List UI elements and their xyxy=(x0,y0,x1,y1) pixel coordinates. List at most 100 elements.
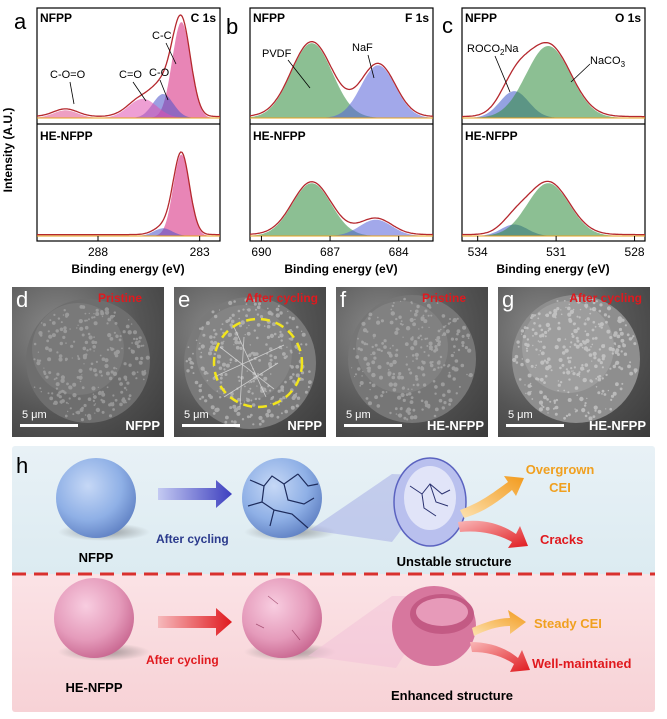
tick-label: 531 xyxy=(546,245,566,259)
sem-image-g: g After cycling 5 μm HE-NFPP xyxy=(498,287,650,437)
overgrown-cei-arrow xyxy=(460,476,524,518)
peak-label-cc: C-C xyxy=(152,30,172,42)
envelope-top xyxy=(36,14,220,118)
panel-b-bottom-label: HE-NFPP xyxy=(253,129,306,143)
sem-image-f: f Pristine 5 μm HE-NFPP xyxy=(336,287,488,437)
bottom-after-cycling-label: After cycling xyxy=(146,653,219,667)
peak-fill-top-0 xyxy=(250,43,433,118)
panel-a-ticks: 288 283 xyxy=(88,236,210,259)
panel-a-top-label: NFPP xyxy=(40,11,72,25)
sem-g-sample: HE-NFPP xyxy=(588,418,646,433)
tick-label: 534 xyxy=(468,245,488,259)
sem-image-d: d Pristine 5 μm NFPP xyxy=(12,287,164,437)
panel-c-ticks: 534 531 528 xyxy=(468,236,645,259)
panel-b-top-curves xyxy=(249,41,433,119)
peak-label-c-eq-o: C=O xyxy=(119,69,142,81)
peak-label-pvdf: PVDF xyxy=(262,48,292,60)
nfpp-sample-label: NFPP xyxy=(79,550,114,565)
sem-e-scale-text: 5 μm xyxy=(184,409,209,421)
sem-f-scale-text: 5 μm xyxy=(346,409,371,421)
peak-fill-top-1 xyxy=(462,46,645,118)
envelope-bottom xyxy=(37,151,220,236)
sem-d-sample: NFPP xyxy=(125,418,160,433)
sem-e-state: After cycling xyxy=(245,291,318,305)
well-maintained-arrow xyxy=(470,642,530,672)
he-nfpp-sphere xyxy=(54,578,134,658)
xps-figure: Intensity (A.U.) a b c NFPP HE-NFPP NFPP… xyxy=(1,7,646,276)
peak-fill-top-0 xyxy=(37,22,220,119)
panel-a-frame xyxy=(36,7,221,242)
peak-fill-bottom-0 xyxy=(250,183,433,236)
panel-c-top-curves xyxy=(462,41,645,119)
peak-label-naf: NaF xyxy=(352,42,373,54)
top-structure-label: Unstable structure xyxy=(397,554,512,569)
peak-fill-bottom-1 xyxy=(37,228,220,236)
panel-letter-a: a xyxy=(14,9,27,34)
panel-c-bottom-curves xyxy=(462,180,645,237)
he-nfpp-sample-label: HE-NFPP xyxy=(65,680,122,695)
top-after-cycling-arrow xyxy=(158,480,232,508)
panel-a-top-curves xyxy=(36,14,220,119)
panel-c-top-label: NFPP xyxy=(465,11,497,25)
panel-c-region: O 1s xyxy=(615,11,641,25)
envelope-top xyxy=(462,41,645,118)
panel-letter-e: e xyxy=(178,287,191,312)
peak-label-naco3: NaCO3 xyxy=(590,55,626,69)
panel-b-top-label: NFPP xyxy=(253,11,285,25)
peak-label-coo: C-O=O xyxy=(50,69,86,81)
top-after-cycling-label: After cycling xyxy=(156,532,229,546)
panel-letter-b: b xyxy=(226,14,238,39)
y-axis-label: Intensity (A.U.) xyxy=(1,108,15,193)
peak-fill-bottom-0 xyxy=(37,154,220,236)
peak-fill-top-1 xyxy=(250,65,433,118)
steady-cei-arrow xyxy=(472,610,526,636)
panel-b-xlabel: Binding energy (eV) xyxy=(284,262,397,276)
panel-a-region: C 1s xyxy=(191,11,217,25)
sem-d-scale-bar xyxy=(20,424,78,427)
panel-c-bottom-label: HE-NFPP xyxy=(465,129,518,143)
cracks-arrow xyxy=(458,520,528,548)
peak-fill-bottom-1 xyxy=(462,183,645,236)
tick-label: 288 xyxy=(88,245,108,259)
panel-letter-c: c xyxy=(442,13,453,38)
sem-e-highlight-circle xyxy=(212,317,304,409)
sem-e-scale-bar xyxy=(182,424,240,427)
panel-b-bottom-curves xyxy=(249,181,433,237)
envelope-bottom xyxy=(462,180,645,236)
cycled-he-nfpp-sphere xyxy=(242,578,322,658)
schematic-panel-h: h NFPP After cycling Unstable structure … xyxy=(12,446,655,712)
nfpp-sphere xyxy=(56,458,136,538)
bottom-after-cycling-arrow xyxy=(158,608,232,636)
panel-b-ticks: 690 687 684 xyxy=(251,236,409,259)
steady-cei-label: Steady CEI xyxy=(534,616,602,631)
panel-letter-h: h xyxy=(16,453,28,478)
sem-f-sample: HE-NFPP xyxy=(426,418,484,433)
cracks-label: Cracks xyxy=(540,532,583,547)
envelope-top xyxy=(249,41,433,117)
sem-g-state: After cycling xyxy=(569,291,642,305)
well-maintained-label: Well-maintained xyxy=(532,656,632,671)
panel-letter-f: f xyxy=(340,287,347,312)
cracked-nfpp-sphere xyxy=(242,458,322,538)
overgrown-cei-line1: Overgrown xyxy=(526,462,595,477)
sem-image-e: e After cycling 5 μm NFPP xyxy=(174,287,326,437)
peak-fill-top-2 xyxy=(37,98,220,118)
peak-label-roco2na: ROCO2Na xyxy=(467,43,519,57)
peak-label-co: C-O xyxy=(149,67,170,79)
peak-fill-top-1 xyxy=(37,94,220,118)
panel-letter-g: g xyxy=(502,287,515,312)
panel-a-bottom-curves xyxy=(37,151,220,237)
sem-e-sample: NFPP xyxy=(287,418,322,433)
sem-d-scale-text: 5 μm xyxy=(22,409,47,421)
peak-fill-bottom-1 xyxy=(250,219,433,236)
panel-c-frame xyxy=(461,7,646,242)
tick-label: 528 xyxy=(625,245,645,259)
peak-fill-top-3 xyxy=(37,110,220,118)
sem-f-state: Pristine xyxy=(421,291,466,305)
tick-label: 283 xyxy=(190,245,210,259)
tick-label: 690 xyxy=(251,245,271,259)
panel-b-region: F 1s xyxy=(405,11,429,25)
overgrown-cei-line2: CEI xyxy=(549,480,571,495)
sem-g-scale-text: 5 μm xyxy=(508,409,533,421)
panel-a-bottom-label: HE-NFPP xyxy=(40,129,93,143)
